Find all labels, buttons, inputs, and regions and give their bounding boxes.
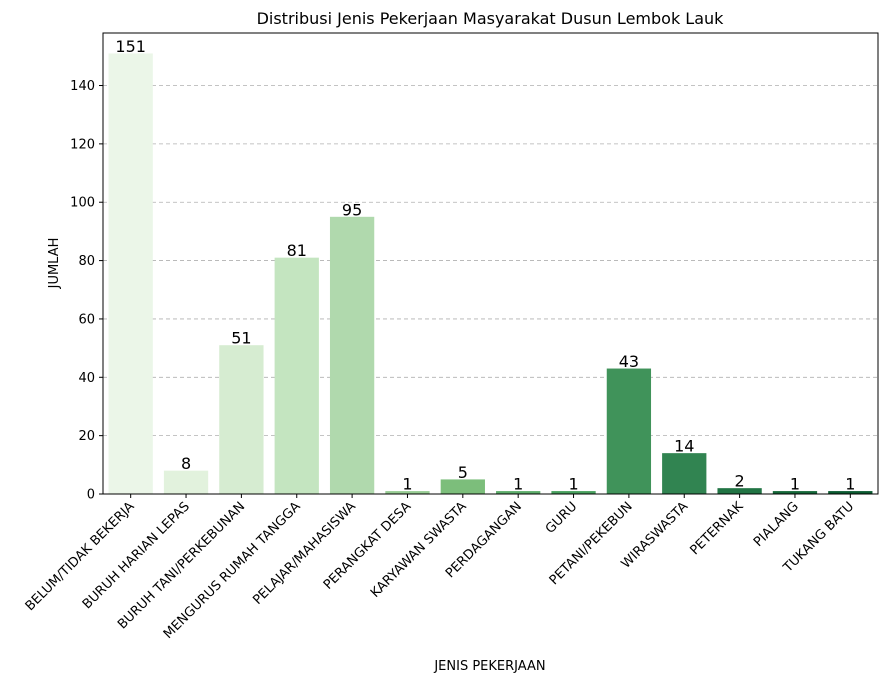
bar-value-label: 8: [181, 454, 191, 473]
bar-value-label: 51: [231, 329, 251, 348]
bar: [440, 479, 485, 494]
bar: [772, 491, 818, 494]
bar-value-label: 14: [674, 437, 694, 456]
bar-value-label: 1: [513, 475, 523, 494]
y-tick-label: 40: [78, 371, 95, 386]
bars: [108, 53, 873, 495]
y-tick-label: 80: [78, 254, 95, 269]
plot-frame: [102, 32, 879, 495]
y-axis-ticks: 0 20 40 60 80 100 120 140: [70, 79, 103, 503]
bar-value-label: 43: [619, 352, 639, 371]
bar-value-label: 95: [342, 200, 362, 219]
bar: [662, 453, 707, 494]
bar-value-label: 1: [402, 475, 412, 494]
bar: [606, 368, 652, 494]
y-tick-label: 140: [70, 79, 95, 94]
bar-value-label: 5: [458, 463, 468, 482]
x-axis-title: JENIS PEKERJAAN: [433, 659, 545, 674]
bar: [108, 53, 153, 495]
bar: [496, 491, 541, 494]
bar: [219, 345, 264, 494]
bar-value-label: 151: [115, 37, 146, 56]
bar: [163, 470, 209, 494]
chart-title: Distribusi Jenis Pekerjaan Masyarakat Du…: [257, 9, 725, 28]
bar: [828, 491, 873, 494]
bar: [551, 491, 596, 494]
y-tick-label: 60: [78, 312, 95, 327]
bar-value-label: 1: [790, 475, 800, 494]
bar-value-label: 2: [735, 472, 745, 491]
y-tick-label: 0: [87, 488, 95, 503]
bar: [274, 257, 319, 494]
axes: [102, 32, 879, 495]
bar-value-label: 1: [568, 475, 578, 494]
y-tick-label: 20: [78, 429, 95, 444]
y-axis-title: JUMLAH: [47, 238, 62, 290]
bar-value-label: 1: [845, 475, 855, 494]
bar: [385, 491, 430, 494]
bar: [329, 216, 375, 494]
y-tick-label: 100: [70, 196, 95, 211]
y-tick-label: 120: [70, 137, 95, 152]
bar: [717, 488, 762, 494]
bar-value-label: 81: [287, 241, 307, 260]
